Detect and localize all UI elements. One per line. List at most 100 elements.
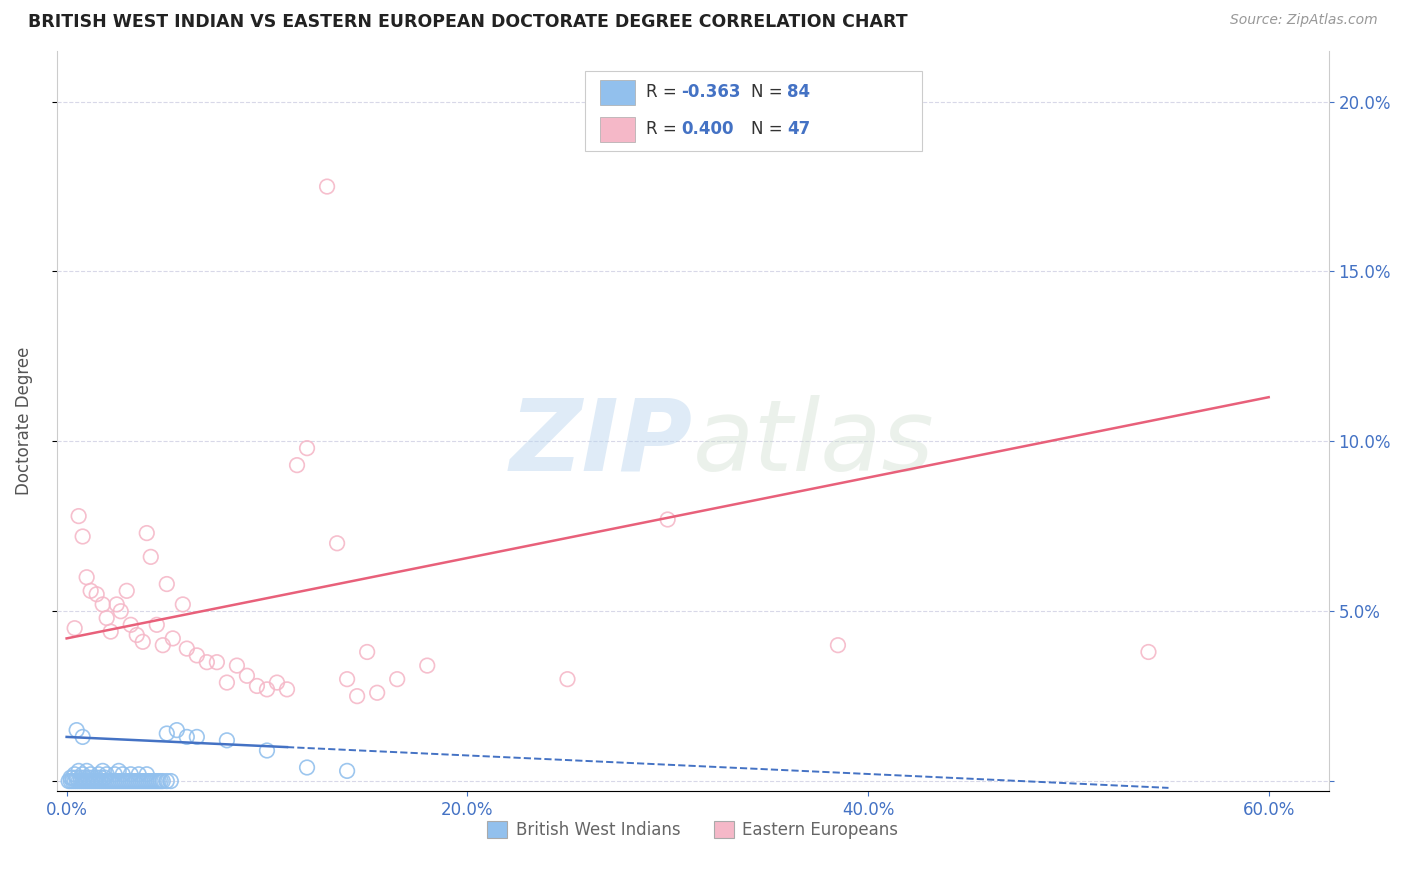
Point [63,621,86,635]
Point [125,628,148,642]
Point [346,689,368,703]
Legend: British West Indians, Eastern Europeans: British West Indians, Eastern Europeans [481,814,904,846]
Point [58,774,80,789]
Point [326,536,349,550]
Point [91,764,114,778]
Point [63,774,86,789]
Point [134,774,156,789]
Point [205,655,228,669]
Point [827,638,849,652]
Point [139,774,162,789]
Point [115,774,138,789]
Point [100,774,122,789]
Point [72,730,94,744]
Point [132,635,155,649]
Point [120,774,142,789]
Point [73,771,96,785]
Point [336,672,359,686]
Point [125,774,148,789]
Point [246,679,269,693]
Point [69,771,91,785]
Point [90,771,112,785]
Point [138,774,160,789]
Point [62,774,84,789]
Point [156,774,179,789]
Point [416,658,439,673]
Point [111,767,134,781]
Text: Source: ZipAtlas.com: Source: ZipAtlas.com [1230,13,1378,28]
Point [176,730,198,744]
Point [91,774,114,789]
Point [104,774,127,789]
Point [195,655,218,669]
Point [101,774,124,789]
Point [120,617,142,632]
Point [146,774,169,789]
Point [79,774,101,789]
Point [72,767,94,781]
Text: atlas: atlas [693,394,935,491]
Point [59,771,82,785]
Point [105,774,128,789]
Point [124,774,146,789]
Point [295,760,318,774]
Point [162,632,184,646]
Point [256,743,278,757]
Point [152,774,174,789]
Point [156,726,179,740]
Point [110,774,132,789]
Point [67,764,90,778]
Point [226,658,249,673]
Point [110,604,132,618]
Point [79,767,101,781]
Point [356,645,378,659]
Point [129,774,152,789]
Point [657,512,679,526]
Point [86,774,108,789]
Point [73,774,96,789]
Point [97,774,120,789]
Point [186,730,208,744]
Point [76,774,98,789]
Point [100,624,122,639]
Text: R =: R = [645,120,682,138]
FancyBboxPatch shape [600,79,636,104]
Point [120,767,142,781]
Point [69,774,91,789]
FancyBboxPatch shape [600,117,636,142]
Point [77,774,100,789]
Text: R =: R = [645,83,682,101]
Point [159,774,181,789]
Point [143,774,166,789]
Point [256,682,278,697]
Point [146,617,169,632]
Point [67,774,90,789]
Point [176,641,198,656]
Point [152,638,174,652]
Text: BRITISH WEST INDIAN VS EASTERN EUROPEAN DOCTORATE DEGREE CORRELATION CHART: BRITISH WEST INDIAN VS EASTERN EUROPEAN … [28,13,908,31]
Point [128,767,150,781]
Point [115,583,138,598]
Point [77,771,100,785]
Point [96,767,118,781]
Point [295,441,318,455]
Point [166,723,188,738]
Point [266,675,288,690]
Y-axis label: Doctorate Degree: Doctorate Degree [15,347,32,495]
Point [1137,645,1160,659]
Point [142,774,165,789]
Point [67,509,90,524]
Point [186,648,208,663]
Point [87,774,110,789]
Point [79,583,101,598]
Point [557,672,579,686]
Point [105,598,128,612]
Point [285,458,308,472]
Point [87,767,110,781]
Point [90,774,112,789]
Point [139,549,162,564]
Point [66,774,89,789]
Point [149,774,172,789]
Point [72,529,94,543]
Point [114,774,136,789]
